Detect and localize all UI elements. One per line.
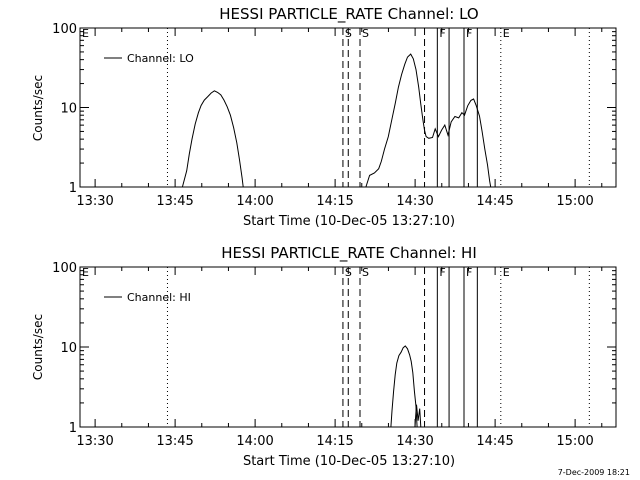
x-tick-label: 14:00 (236, 194, 273, 209)
y-tick-label: 10 (60, 102, 77, 117)
legend-label: Channel: LO (127, 52, 194, 65)
series-line (390, 345, 418, 428)
event-marker-label: S (362, 27, 369, 40)
series-line (181, 90, 244, 188)
event-marker-label: E (82, 27, 89, 40)
event-marker-label: E (503, 27, 510, 40)
x-axis-label: Start Time (10-Dec-05 13:27:10) (243, 214, 455, 229)
x-tick-label: 14:00 (236, 434, 273, 449)
event-marker-label: F (466, 27, 472, 40)
panel-lo: HESSI PARTICLE_RATE Channel: LO Counts/s… (31, 5, 617, 229)
x-tick-label: 13:45 (156, 434, 193, 449)
x-tick-label: 14:30 (396, 194, 433, 209)
x-tick-label: 15:00 (556, 194, 593, 209)
y-tick-label: 1 (69, 421, 77, 436)
x-tick-label: 14:15 (316, 434, 353, 449)
x-tick-label: 14:30 (396, 434, 433, 449)
event-marker-label: F (466, 266, 472, 279)
event-marker-label: S (362, 266, 369, 279)
series-line (414, 404, 422, 428)
y-tick-label: 100 (52, 261, 77, 276)
x-tick-label: 13:30 (76, 434, 113, 449)
event-marker-label: E (503, 266, 510, 279)
title: HESSI PARTICLE_RATE Channel: HI (221, 244, 477, 263)
y-tick-label: 1 (69, 181, 77, 196)
x-axis-label: Start Time (10-Dec-05 13:27:10) (243, 454, 455, 469)
legend-label: Channel: HI (127, 291, 191, 304)
event-marker-label: E (82, 266, 89, 279)
panel-hi: HESSI PARTICLE_RATE Channel: HI Counts/s… (31, 244, 617, 469)
x-tick-label: 15:00 (556, 434, 593, 449)
x-tick-label: 13:30 (76, 194, 113, 209)
event-marker-label: F (439, 27, 445, 40)
x-tick-label: 14:15 (316, 194, 353, 209)
y-tick-label: 10 (60, 341, 77, 356)
event-marker-label: F (439, 266, 445, 279)
series-line (365, 53, 492, 188)
title: HESSI PARTICLE_RATE Channel: LO (219, 5, 478, 24)
y-axis-label: Counts/sec (31, 75, 45, 141)
x-tick-label: 13:45 (156, 194, 193, 209)
y-axis-label: Counts/sec (31, 314, 45, 380)
x-tick-label: 14:45 (476, 434, 513, 449)
timestamp: 7-Dec-2009 18:21 (558, 468, 630, 477)
y-tick-label: 100 (52, 22, 77, 37)
x-tick-label: 14:45 (476, 194, 513, 209)
